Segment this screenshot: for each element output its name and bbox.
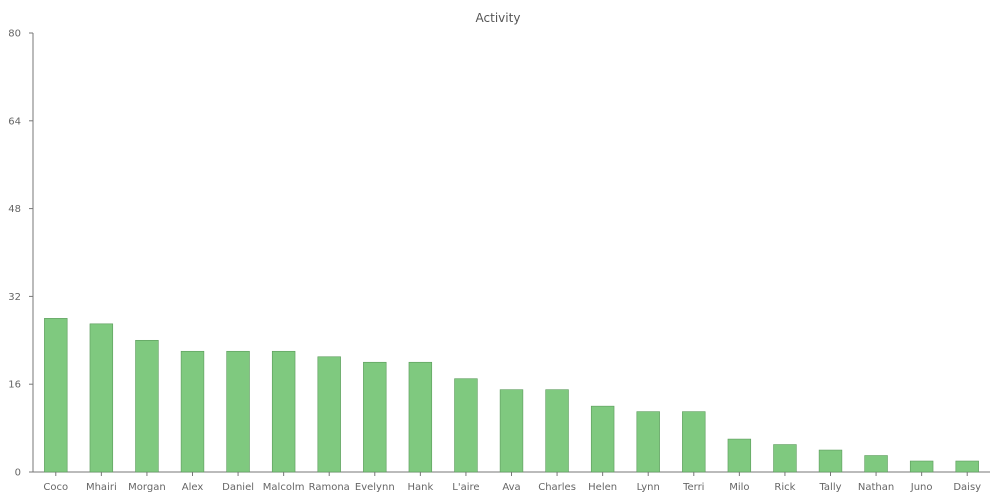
bar [135,339,159,473]
bar [682,411,706,473]
bar [89,323,114,473]
x-tick-label: Daniel [222,482,254,493]
bar [636,411,660,473]
bar [773,444,797,473]
bar [818,449,843,473]
x-tick-label: Terri [682,482,704,493]
bar [226,350,250,473]
bar [499,389,524,473]
bar [864,455,888,473]
x-tick-label: Malcolm [263,482,305,493]
bar [317,356,341,473]
x-tick-label: Nathan [858,482,894,493]
x-tick-label: Ava [502,482,520,493]
x-tick-label: Coco [43,482,68,493]
x-tick-label: Rick [774,482,795,493]
y-tick-label: 64 [8,116,21,127]
bar [180,350,205,473]
y-tick-label: 32 [8,292,21,303]
bar [408,361,433,473]
x-tick-label: Juno [910,482,933,493]
x-tick-label: Daisy [953,482,981,493]
x-tick-label: Charles [538,482,576,493]
x-ticks: Coco Mhairi Morgan Alex Daniel Malcolm Ramona E… [43,472,981,493]
bar [454,378,478,473]
x-tick-label: Evelynn [355,482,395,493]
y-tick-label: 0 [15,468,21,479]
bar [590,405,615,473]
x-tick-label: Lynn [637,482,660,493]
x-tick-label: Morgan [128,482,166,493]
y-tick-label: 80 [8,29,21,40]
bar [545,389,569,473]
bar [909,460,934,473]
bar [727,438,752,473]
bar [955,460,979,473]
x-tick-label: Alex [182,482,204,493]
y-tick-label: 48 [8,204,21,215]
x-tick-label: Helen [588,482,617,493]
bar [363,361,387,473]
y-tick-label: 16 [8,380,21,391]
bar [44,318,68,473]
chart-title: Activity [476,11,521,25]
x-tick-label: Mhairi [86,482,117,493]
x-tick-label: Milo [729,482,749,493]
x-tick-label: Ramona [309,482,350,493]
x-tick-label: Hank [407,482,433,493]
bar [271,350,296,473]
bars [44,318,979,473]
x-tick-label: Tally [818,482,841,493]
y-ticks: 0 16 32 48 64 80 [8,29,33,479]
x-tick-label: L'aire [452,482,479,493]
